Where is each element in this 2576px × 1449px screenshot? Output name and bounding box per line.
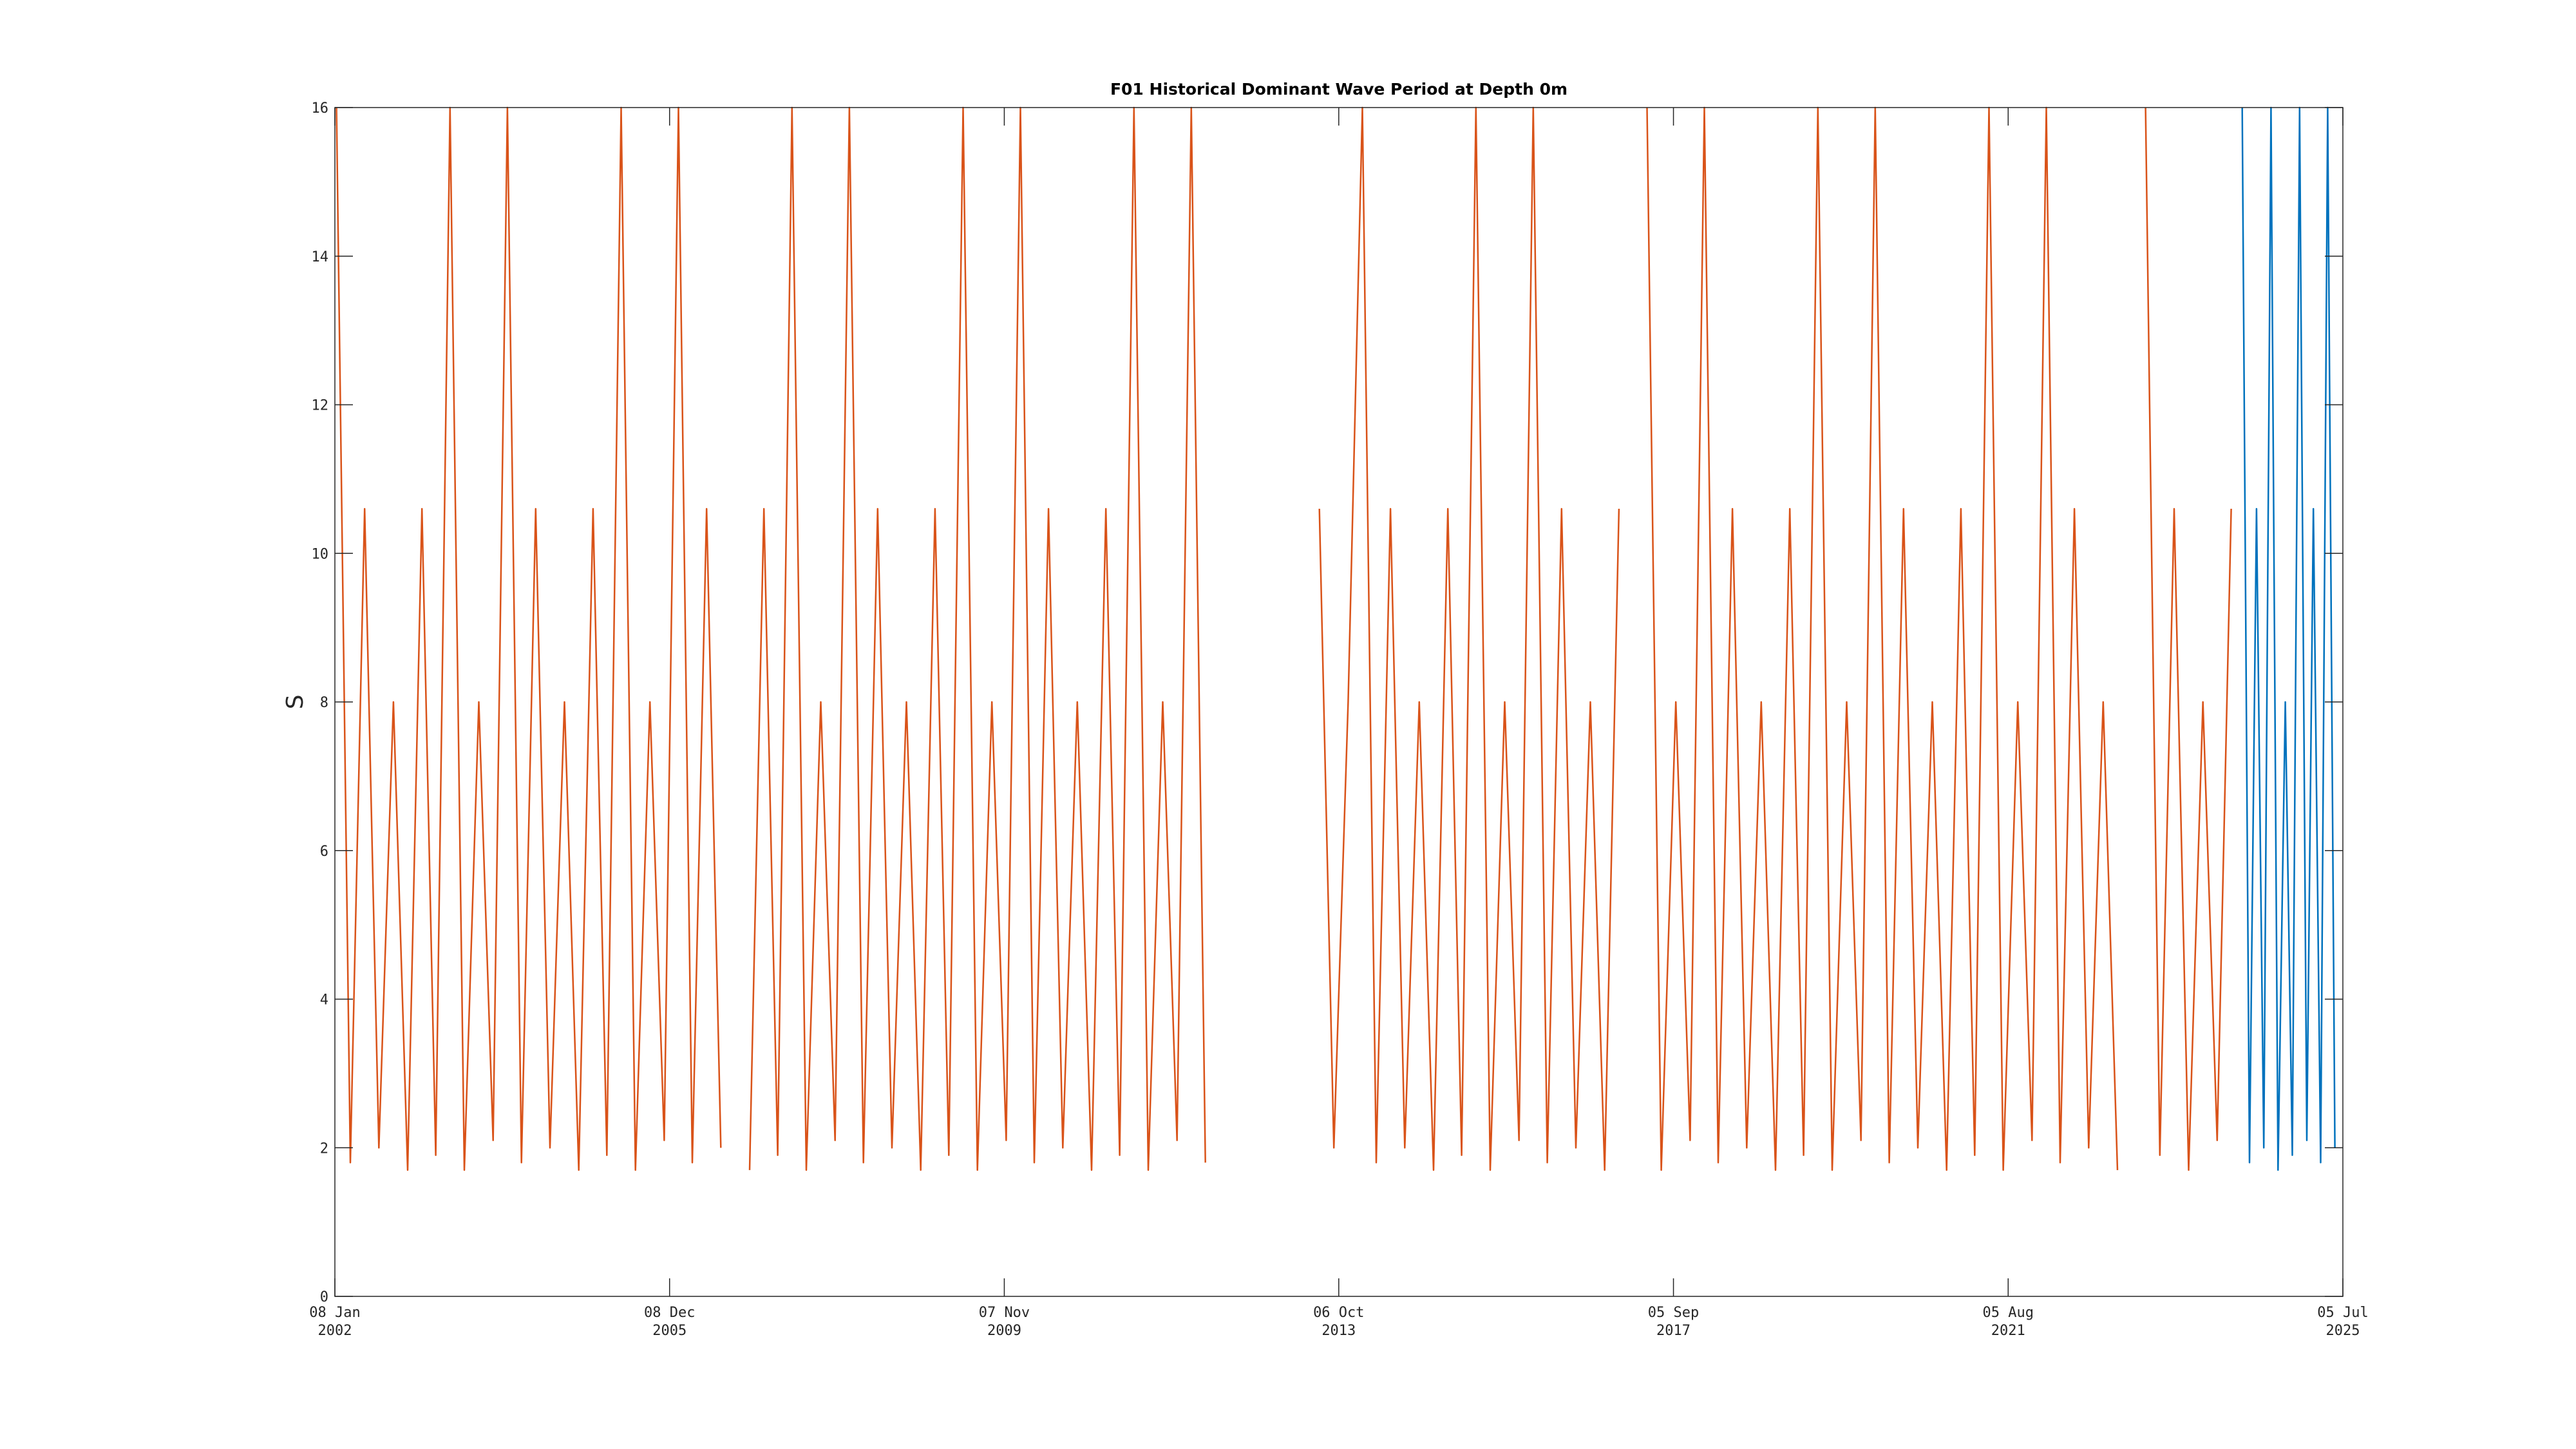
x-tick-label: 05 Aug 2021 bbox=[1983, 1305, 2034, 1339]
y-tick-label: 4 bbox=[320, 992, 328, 1009]
y-tick-label: 16 bbox=[312, 100, 329, 117]
x-tick-label: 07 Nov 2009 bbox=[979, 1305, 1030, 1339]
y-tick-label: 6 bbox=[320, 844, 328, 860]
x-tick-label: 06 Oct 2013 bbox=[1313, 1305, 1364, 1339]
x-tick-label-line: 2017 bbox=[1656, 1323, 1690, 1339]
y-tick-label: 14 bbox=[312, 249, 329, 265]
series-line bbox=[336, 106, 2232, 1171]
x-tick-label-line: 2002 bbox=[318, 1323, 352, 1339]
x-tick-label: 05 Sep 2017 bbox=[1648, 1305, 1699, 1339]
x-tick-label-line: 2021 bbox=[1991, 1323, 2025, 1339]
series-line bbox=[2241, 106, 2336, 1171]
x-tick-label: 05 Jul 2025 bbox=[2317, 1305, 2368, 1339]
x-tick-label-line: 05 Sep bbox=[1648, 1305, 1699, 1321]
y-tick-label: 2 bbox=[320, 1141, 328, 1157]
y-tick-label: 10 bbox=[312, 546, 329, 562]
x-tick-label-line: 05 Jul bbox=[2317, 1305, 2368, 1321]
x-tick-label-line: 06 Oct bbox=[1313, 1305, 1364, 1321]
x-tick-label-line: 2009 bbox=[987, 1323, 1021, 1339]
y-tick-label: 8 bbox=[320, 695, 328, 711]
x-tick-label-line: 2005 bbox=[652, 1323, 687, 1339]
x-tick-label-line: 2025 bbox=[2326, 1323, 2360, 1339]
x-tick-label-line: 05 Aug bbox=[1983, 1305, 2034, 1321]
x-tick-label: 08 Dec 2005 bbox=[644, 1305, 695, 1339]
x-tick-label-line: 2013 bbox=[1321, 1323, 1356, 1339]
y-axis-label: S bbox=[282, 695, 308, 710]
y-tick-label: 0 bbox=[320, 1289, 328, 1305]
y-tick-label: 12 bbox=[312, 398, 329, 414]
plot-area bbox=[335, 108, 2343, 1296]
x-tick-label-line: 08 Dec bbox=[644, 1305, 695, 1321]
x-tick-label: 08 Jan 2002 bbox=[309, 1305, 360, 1339]
chart-title: F01 Historical Dominant Wave Period at D… bbox=[1110, 80, 1567, 99]
x-tick-label-line: 08 Jan bbox=[309, 1305, 360, 1321]
x-tick-label-line: 07 Nov bbox=[979, 1305, 1030, 1321]
